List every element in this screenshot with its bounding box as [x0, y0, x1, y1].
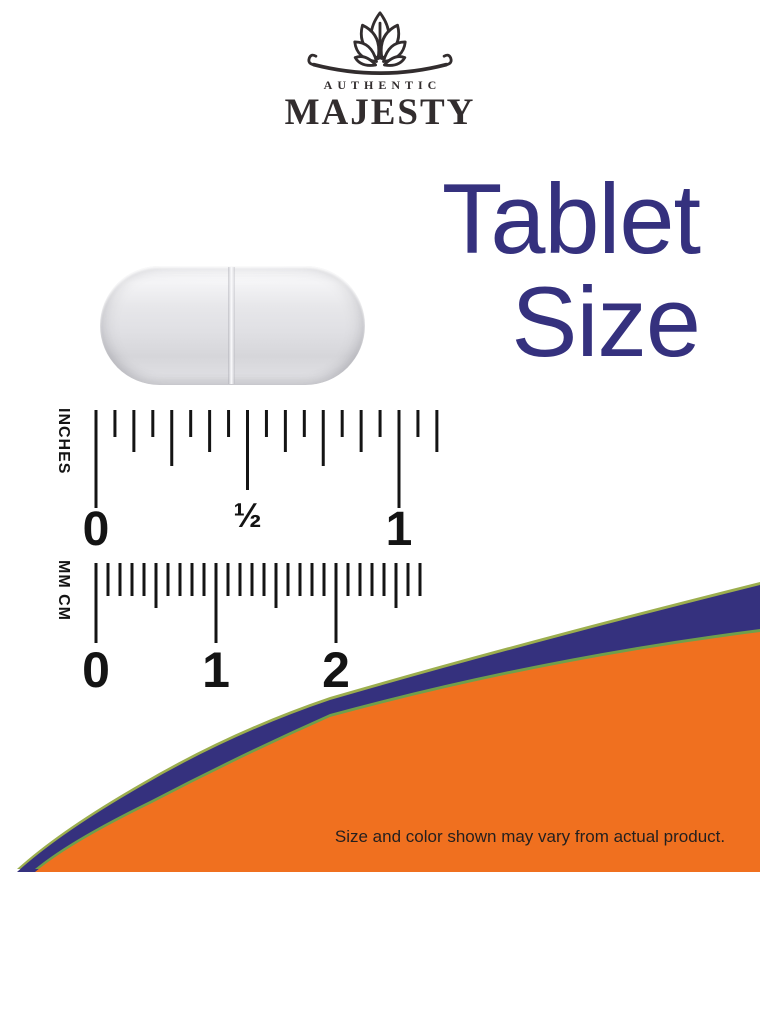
- ruler-number: ½: [233, 497, 262, 535]
- title-line-1: Tablet: [441, 163, 701, 274]
- brand-name-majesty: MAJESTY: [284, 92, 476, 133]
- brand-name-authentic: AUTHENTIC: [323, 78, 442, 92]
- inches-ruler-ticks: [94, 410, 439, 508]
- inches-ruler-label: INCHES: [55, 408, 72, 475]
- swoosh-orange-area: [35, 632, 760, 872]
- ruler-number: 1: [385, 503, 413, 556]
- page-title: Tablet Size: [441, 163, 701, 377]
- ruler-number: 2: [322, 642, 350, 698]
- ruler-number: 0: [82, 503, 110, 556]
- ruler-number: 1: [202, 642, 230, 698]
- brand-logo: AUTHENTIC MAJESTY: [230, 10, 530, 134]
- ruler-number: 0: [82, 642, 110, 698]
- metric-ruler-label: MM CM: [55, 560, 72, 621]
- metric-ruler-ticks: [94, 563, 422, 643]
- disclaimer-text: Size and color shown may vary from actua…: [334, 827, 726, 846]
- crown-icon: [307, 11, 453, 76]
- title-line-2: Size: [511, 265, 701, 377]
- tablet-score-line: [228, 267, 235, 384]
- tablet-image: [100, 266, 365, 385]
